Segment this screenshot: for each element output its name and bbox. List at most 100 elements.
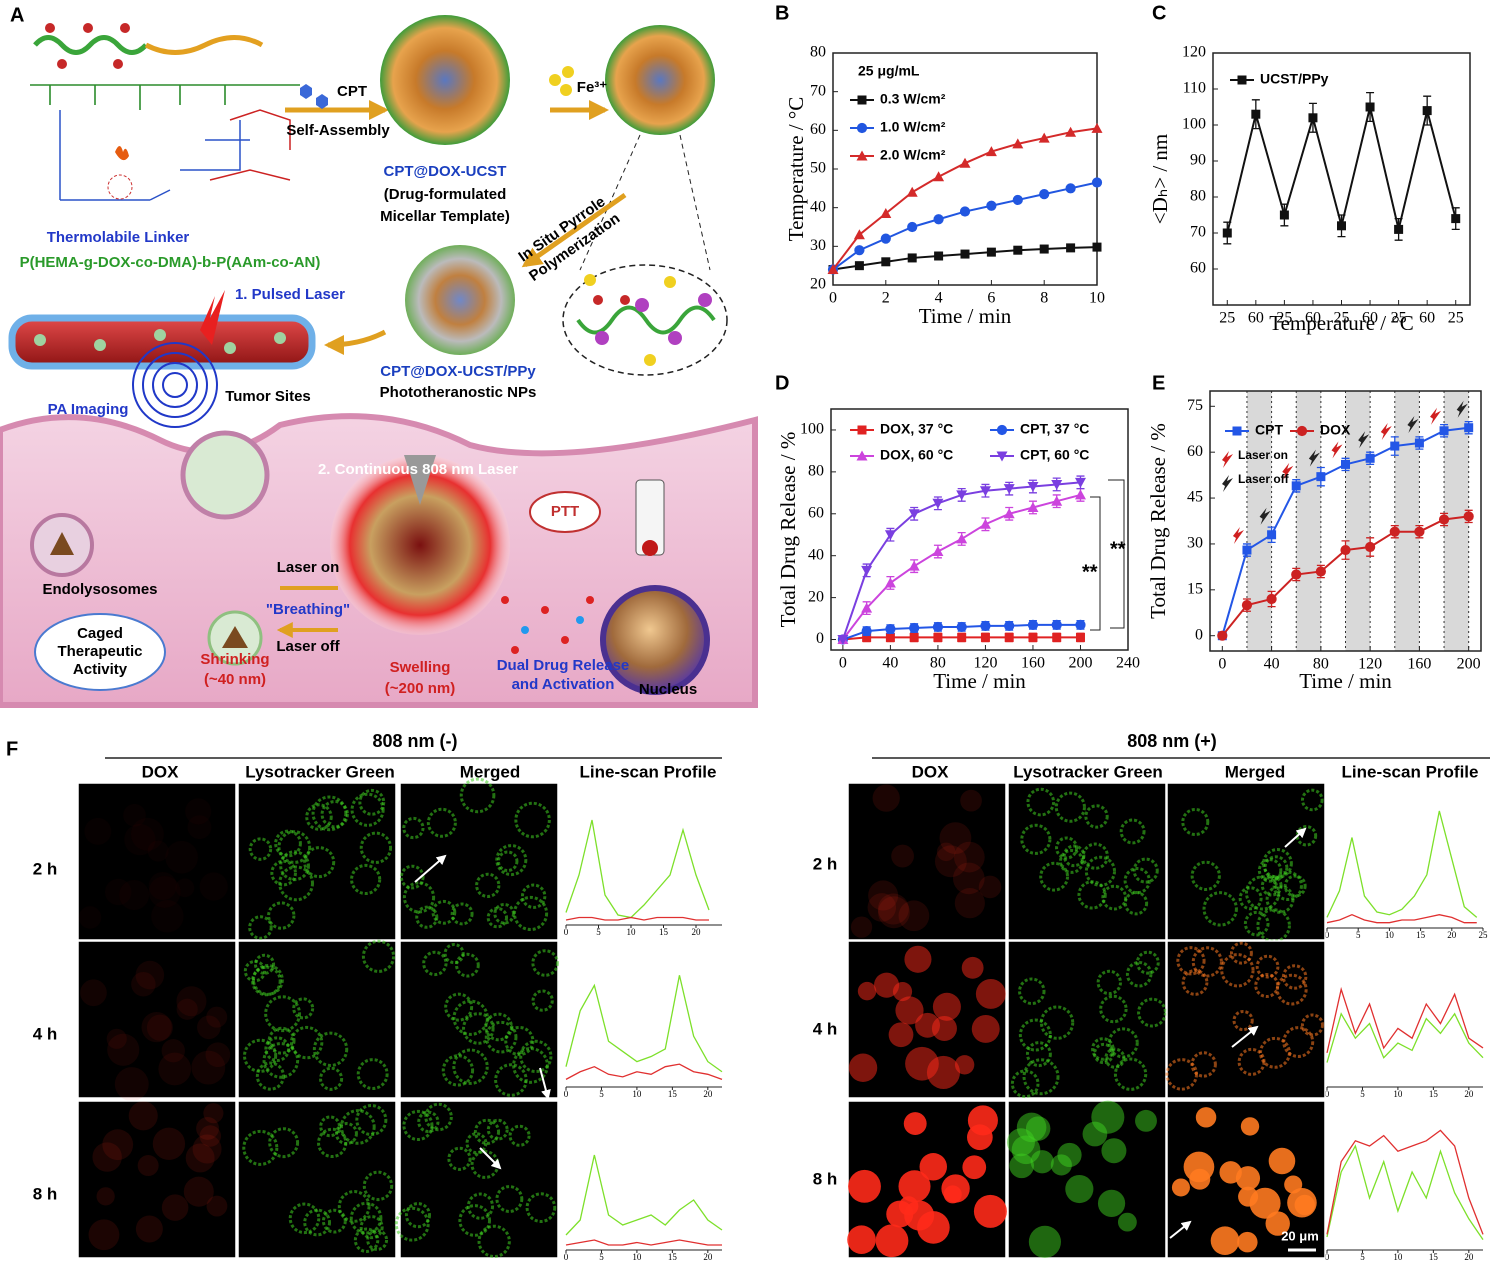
ptt-cloud bbox=[529, 491, 601, 533]
released-drugs bbox=[501, 596, 594, 654]
marker bbox=[1389, 526, 1400, 537]
marker bbox=[884, 530, 896, 541]
marker bbox=[861, 565, 873, 576]
label: Fe³⁺ bbox=[577, 79, 608, 96]
x-tick-label: 0 bbox=[1325, 1252, 1330, 1262]
cell bbox=[943, 1185, 962, 1204]
y-tick-label: 80 bbox=[1190, 188, 1206, 205]
x-axis-label: Time / min bbox=[919, 304, 1012, 328]
legend-label: DOX, 37 °C bbox=[880, 421, 953, 437]
np-core bbox=[222, 626, 248, 648]
cell bbox=[248, 837, 273, 861]
cell bbox=[114, 1067, 149, 1102]
x-axis-label: Time / min bbox=[933, 669, 1026, 693]
marker bbox=[1464, 423, 1474, 433]
y-tick-label: 50 bbox=[810, 160, 826, 177]
micrograph bbox=[237, 782, 397, 941]
blood-vessel bbox=[8, 314, 316, 370]
x-tick-label: 6 bbox=[987, 290, 995, 307]
marker bbox=[837, 635, 849, 646]
marker bbox=[1027, 482, 1039, 493]
cell bbox=[466, 1192, 495, 1220]
laser-icon bbox=[1331, 441, 1343, 459]
y-tick-label: 0 bbox=[1195, 626, 1203, 643]
series-line bbox=[1326, 1144, 1484, 1240]
marker bbox=[856, 150, 868, 161]
x-tick-label: 25 bbox=[1479, 930, 1489, 940]
cloud bbox=[34, 613, 166, 691]
x-tick-label: 25 bbox=[1448, 310, 1464, 327]
cell bbox=[366, 1229, 389, 1251]
marker bbox=[932, 498, 944, 509]
cell bbox=[355, 1103, 388, 1137]
cell bbox=[953, 841, 985, 873]
cell bbox=[1249, 1187, 1281, 1219]
label: Tumor Sites bbox=[225, 388, 311, 405]
x-tick-label: 20 bbox=[703, 1252, 713, 1262]
label: "Breathing" bbox=[266, 601, 350, 618]
laser-icon bbox=[1232, 527, 1244, 545]
scan-arrow bbox=[479, 1147, 502, 1170]
x-tick-label: 2 bbox=[882, 290, 890, 307]
cell bbox=[848, 1053, 878, 1082]
marker bbox=[906, 186, 918, 197]
cell bbox=[1062, 844, 1086, 868]
cell bbox=[975, 978, 1006, 1009]
cell bbox=[495, 844, 528, 877]
legend-label: 1.0 W/cm² bbox=[880, 119, 946, 135]
cell bbox=[873, 972, 900, 998]
y-tick-label: 70 bbox=[810, 82, 826, 99]
cell bbox=[84, 818, 111, 845]
marker bbox=[1051, 495, 1063, 506]
cell bbox=[973, 1194, 1007, 1228]
cell bbox=[961, 956, 984, 979]
y-tick-label: 100 bbox=[800, 421, 824, 438]
marker bbox=[854, 261, 864, 271]
legend-label: 2.0 W/cm² bbox=[880, 147, 946, 163]
x-tick-label: 0 bbox=[1325, 930, 1330, 940]
cell bbox=[264, 1036, 290, 1062]
marker bbox=[1004, 632, 1014, 642]
marker bbox=[1308, 113, 1318, 123]
cell bbox=[356, 1058, 389, 1090]
marker bbox=[856, 122, 868, 134]
marker bbox=[909, 622, 920, 634]
cell bbox=[339, 1109, 376, 1145]
x-tick-label: 5 bbox=[596, 927, 601, 937]
x-tick-label: 5 bbox=[599, 1089, 604, 1099]
marker bbox=[1296, 425, 1308, 437]
cell bbox=[1018, 1018, 1052, 1052]
marker bbox=[933, 214, 944, 225]
cell bbox=[1123, 891, 1149, 916]
x-tick-label: 10 bbox=[1385, 930, 1395, 940]
marker bbox=[1003, 484, 1015, 495]
laser-icon bbox=[1259, 507, 1271, 525]
cell bbox=[458, 1204, 492, 1237]
series-line bbox=[1326, 810, 1478, 918]
x-tick-label: 80 bbox=[1313, 656, 1329, 673]
cell bbox=[350, 863, 382, 896]
cell bbox=[1010, 1069, 1040, 1099]
label: CPT bbox=[337, 83, 367, 100]
marker bbox=[881, 257, 891, 267]
marker bbox=[933, 632, 943, 642]
marker bbox=[1315, 566, 1326, 577]
micrograph bbox=[77, 782, 237, 941]
cell bbox=[475, 872, 501, 898]
marker bbox=[986, 247, 996, 257]
label: PTT bbox=[551, 503, 579, 520]
cell bbox=[199, 1125, 222, 1147]
cell bbox=[404, 1202, 431, 1229]
y-tick-label: 40 bbox=[810, 198, 826, 215]
marker bbox=[827, 264, 839, 275]
series-line bbox=[1226, 106, 1457, 234]
marker bbox=[1232, 426, 1242, 436]
row-label: 8 h bbox=[33, 1184, 58, 1203]
cell bbox=[350, 792, 385, 827]
y-tick-label: 70 bbox=[1190, 224, 1206, 241]
laser-on-region bbox=[1394, 391, 1420, 651]
column-header: Lysotracker Green bbox=[245, 762, 395, 781]
label: Self-Assembly bbox=[286, 122, 390, 139]
marker bbox=[986, 200, 997, 211]
marker bbox=[980, 632, 990, 642]
